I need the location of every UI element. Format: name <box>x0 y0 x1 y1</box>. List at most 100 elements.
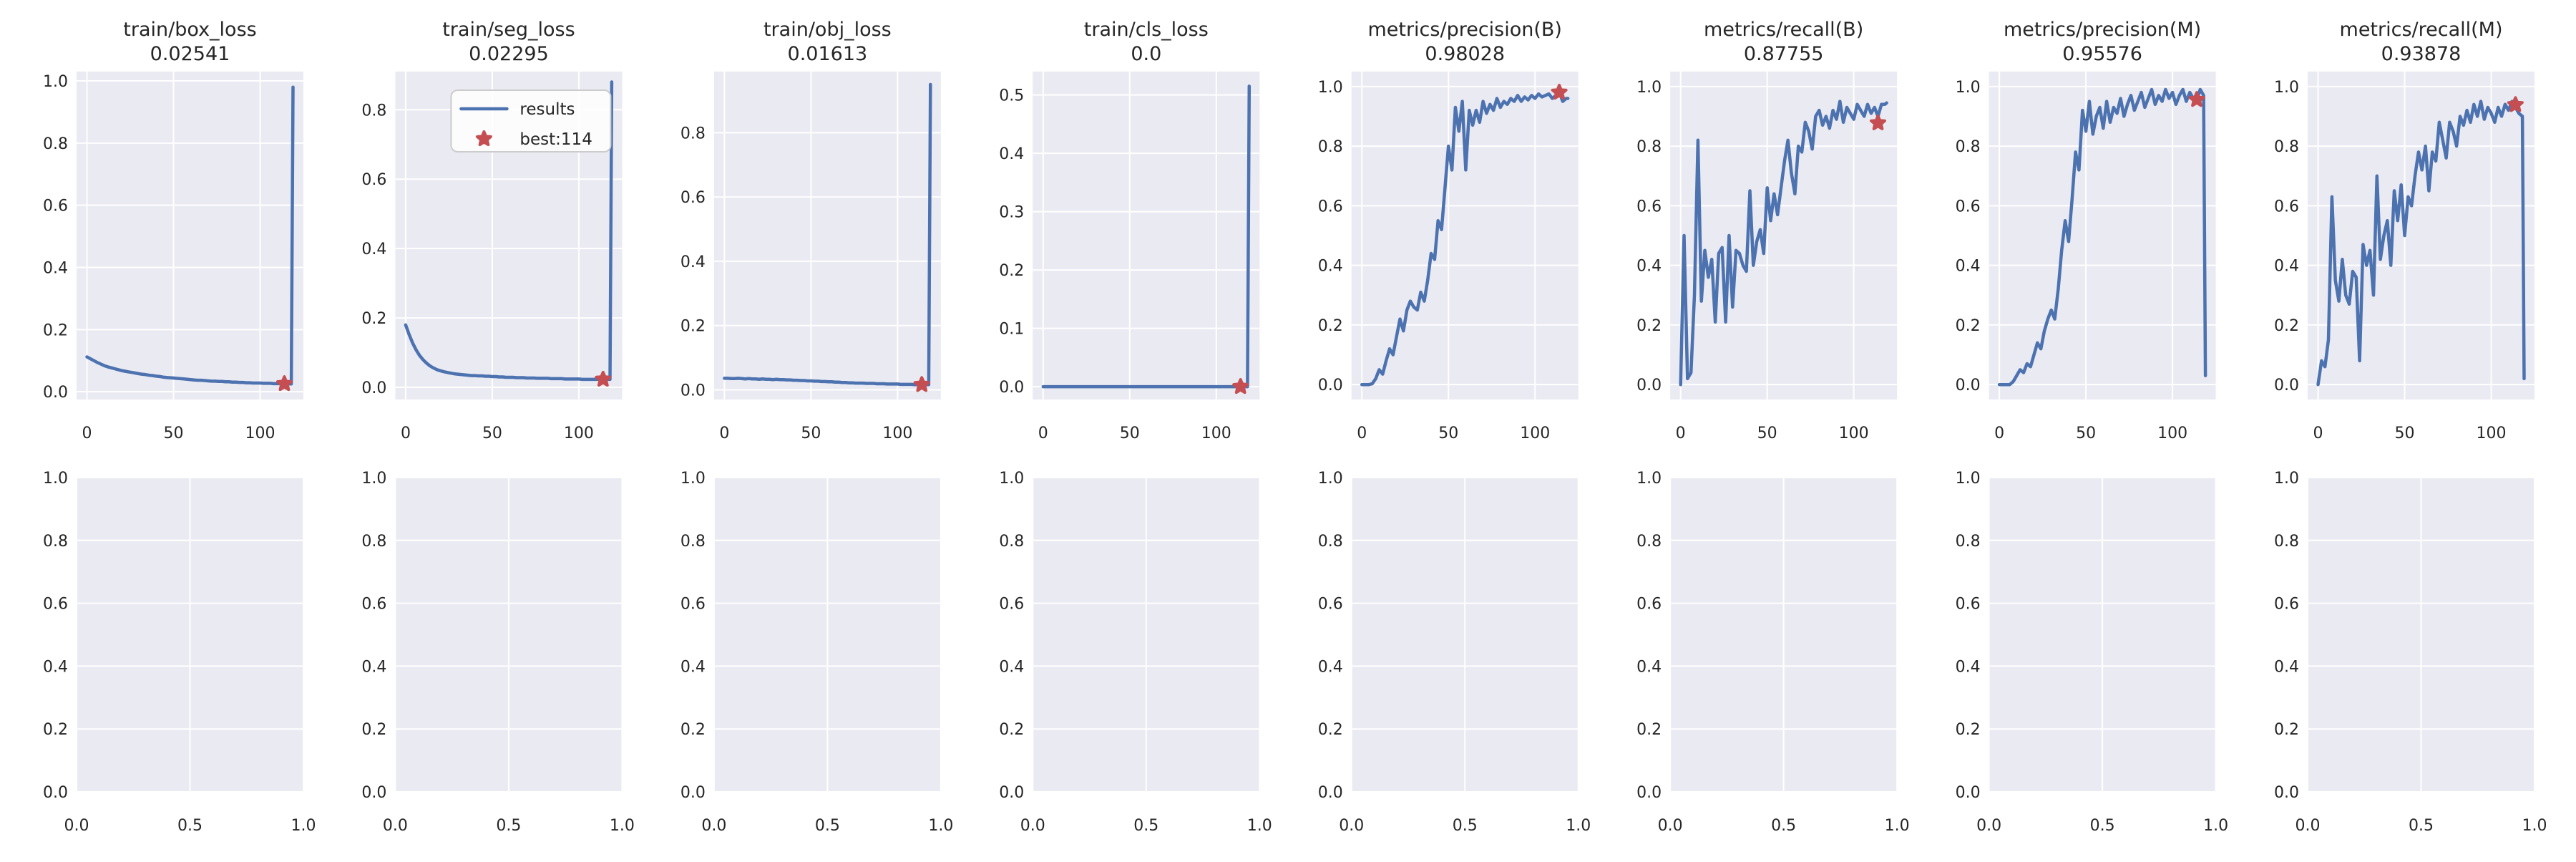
subplot-empty-2: 0.0 0.2 0.4 0.6 0.8 1.0 0.0 0.5 1.0 <box>361 470 635 835</box>
y-tick-label: 0.2 <box>361 310 386 328</box>
y-tick-label: 0.8 <box>1636 533 1662 551</box>
y-tick-label: 0.6 <box>43 198 68 216</box>
y-tick-label: 0.6 <box>680 189 706 207</box>
best-star-icon <box>275 375 293 392</box>
y-tick-label: 0.8 <box>1636 138 1662 156</box>
y-tick-label: 0.8 <box>1318 533 1343 551</box>
y-tick-label: 0.2 <box>1318 721 1343 739</box>
x-tick-label: 0 <box>1994 425 2004 442</box>
y-tick-label: 0.0 <box>361 379 386 397</box>
plot-final-value: 0.0 <box>1131 43 1161 65</box>
subplot-empty-7: 0.0 0.2 0.4 0.6 0.8 1.0 0.0 0.5 1.0 <box>1956 470 2229 835</box>
y-tick-label: 0.4 <box>43 658 68 676</box>
y-tick-label: 0.8 <box>361 102 386 120</box>
x-tick-label: 0.0 <box>1339 817 1364 835</box>
x-tick-label: 1.0 <box>1247 817 1272 835</box>
plot-final-value: 0.02541 <box>150 43 230 65</box>
y-tick-label: 0.4 <box>1956 658 1981 676</box>
x-tick-label: 0.0 <box>2296 817 2321 835</box>
x-tick-label: 0.5 <box>496 817 521 835</box>
subplot-empty-4: 0.0 0.2 0.4 0.6 0.8 1.0 0.0 0.5 1.0 <box>999 470 1272 835</box>
results-line <box>85 85 295 386</box>
y-tick-label: 0.6 <box>361 171 386 189</box>
plot-final-value: 0.01613 <box>788 43 868 65</box>
y-tick-label: 0.2 <box>1956 721 1981 739</box>
y-tick-label: 0.2 <box>680 318 706 336</box>
x-tick-label: 0 <box>1038 425 1048 442</box>
x-tick-label: 0 <box>719 425 729 442</box>
x-tick-label: 0 <box>2313 425 2323 442</box>
x-tick-label: 0 <box>1676 425 1686 442</box>
y-tick-label: 0.6 <box>361 596 386 614</box>
x-tick-label: 1.0 <box>2522 817 2547 835</box>
best-star-icon <box>1870 114 1886 130</box>
y-tick-label: 1.0 <box>2274 470 2299 488</box>
best-star-icon <box>595 370 612 387</box>
x-tick-label: 0.0 <box>701 817 726 835</box>
best-star-icon <box>1551 84 1568 100</box>
plot-title: train/obj_loss <box>763 19 892 41</box>
subplot-empty-5: 0.0 0.2 0.4 0.6 0.8 1.0 0.0 0.5 1.0 <box>1318 470 1591 835</box>
x-tick-label: 0.5 <box>1453 817 1478 835</box>
plot-final-value: 0.95576 <box>2062 43 2142 65</box>
y-tick-label: 1.0 <box>1956 470 1981 488</box>
y-tick-label: 1.0 <box>43 73 68 91</box>
plot-area <box>1670 72 1898 399</box>
legend: results best:114 <box>450 89 612 152</box>
y-tick-label: 0.0 <box>2274 377 2299 394</box>
x-tick-label: 0.5 <box>1133 817 1158 835</box>
x-tick-label: 100 <box>2477 425 2507 442</box>
y-tick-label: 0.6 <box>1318 198 1343 216</box>
x-tick-label: 50 <box>1757 425 1777 442</box>
x-tick-label: 0.0 <box>1976 817 2001 835</box>
y-tick-label: 0.0 <box>1318 784 1343 802</box>
y-tick-label: 0.0 <box>1636 377 1662 394</box>
x-tick-label: 50 <box>801 425 821 442</box>
subplot-metrics-precision-m: metrics/precision(M)0.95576 0.0 0.2 0.4 0.6 0… <box>1956 19 2216 442</box>
y-tick-label: 0.8 <box>1318 138 1343 156</box>
x-tick-label: 50 <box>2395 425 2415 442</box>
results-line <box>723 82 932 387</box>
plot-area <box>1033 72 1260 399</box>
y-tick-label: 0.8 <box>680 533 706 551</box>
x-tick-label: 50 <box>164 425 184 442</box>
x-tick-label: 100 <box>2157 425 2187 442</box>
x-tick-label: 100 <box>1839 425 1869 442</box>
y-tick-label: 0.6 <box>2274 596 2299 614</box>
results-line <box>2316 100 2526 387</box>
y-tick-label: 0.6 <box>1318 596 1343 614</box>
x-tick-label: 0.0 <box>64 817 89 835</box>
y-tick-label: 0.6 <box>1956 596 1981 614</box>
plot-area <box>1351 72 1579 399</box>
y-tick-label: 0.4 <box>2274 258 2299 276</box>
y-tick-label: 0.0 <box>361 784 386 802</box>
subplot-metrics-recall-m: metrics/recall(M)0.93878 0.0 0.2 0.4 0.6 0.8 1… <box>2274 19 2535 442</box>
y-tick-label: 0.8 <box>2274 533 2299 551</box>
y-tick-label: 0.0 <box>999 379 1024 397</box>
x-tick-label: 100 <box>1520 425 1550 442</box>
best-star-icon <box>913 376 930 392</box>
x-tick-label: 0.0 <box>1658 817 1683 835</box>
y-tick-label: 0.8 <box>680 125 706 142</box>
y-tick-label: 0.2 <box>1636 317 1662 335</box>
y-tick-label: 0.2 <box>43 721 68 739</box>
results-line <box>404 80 614 382</box>
y-tick-label: 0.4 <box>680 253 706 271</box>
y-tick-label: 0.4 <box>1318 258 1343 276</box>
x-tick-label: 100 <box>564 425 594 442</box>
x-tick-label: 0.5 <box>2409 817 2434 835</box>
best-star-icon <box>1232 378 1249 394</box>
y-tick-label: 0.0 <box>2274 784 2299 802</box>
best-star-icon <box>2188 91 2205 107</box>
y-tick-label: 0.6 <box>1636 198 1662 216</box>
y-tick-label: 1.0 <box>361 470 386 488</box>
y-tick-label: 0.8 <box>43 533 68 551</box>
y-tick-label: 0.8 <box>1956 138 1981 156</box>
plot-final-value: 0.02295 <box>469 43 549 65</box>
plot-final-value: 0.87755 <box>1744 43 1824 65</box>
legend-star-icon <box>475 130 492 147</box>
